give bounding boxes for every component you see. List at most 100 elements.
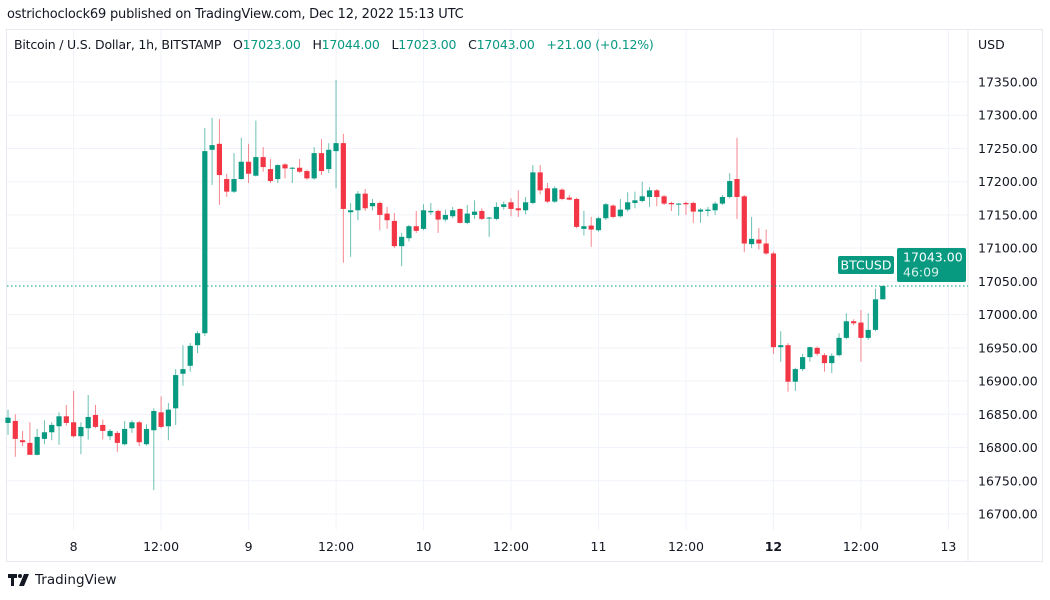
candle-body-down[interactable] — [683, 202, 689, 205]
candle-body-down[interactable] — [63, 416, 69, 423]
candle-body-down[interactable] — [821, 355, 828, 364]
candle-body-up[interactable] — [238, 161, 244, 180]
candle-body-down[interactable] — [770, 253, 777, 348]
candle-body-down[interactable] — [858, 322, 864, 338]
candle-body-up[interactable] — [595, 218, 602, 231]
candle-body-down[interactable] — [27, 442, 33, 455]
candle-body-up[interactable] — [49, 424, 55, 433]
candle-body-up[interactable] — [428, 210, 434, 213]
candle-body-down[interactable] — [19, 440, 26, 443]
candle-body-up[interactable] — [180, 369, 186, 374]
candle-body-up[interactable] — [719, 196, 726, 204]
candle-body-up[interactable] — [501, 204, 507, 207]
candle-body-down[interactable] — [136, 422, 142, 443]
candle-body-up[interactable] — [289, 167, 295, 169]
candle-body-up[interactable] — [705, 209, 711, 211]
candle-body-down[interactable] — [362, 193, 368, 209]
candle-body-down[interactable] — [785, 345, 791, 382]
candle-body-up[interactable] — [727, 181, 733, 197]
candle-body-down[interactable] — [508, 202, 514, 209]
candle-body-up[interactable] — [800, 357, 806, 370]
candle-body-up[interactable] — [194, 333, 201, 346]
candle-body-down[interactable] — [734, 179, 740, 197]
candle-body-up[interactable] — [333, 143, 339, 152]
candle-body-up[interactable] — [646, 190, 653, 197]
candle-body-up[interactable] — [748, 238, 755, 245]
candle-body-up[interactable] — [369, 202, 376, 207]
candle-body-up[interactable] — [712, 203, 718, 211]
candle-body-up[interactable] — [836, 337, 842, 356]
candle-body-up[interactable] — [697, 209, 704, 212]
candle-body-down[interactable] — [413, 226, 419, 231]
candle-body-down[interactable] — [756, 239, 762, 244]
candle-body-down[interactable] — [851, 321, 857, 324]
candle-body-up[interactable] — [843, 321, 849, 338]
candle-body-down[interactable] — [610, 205, 616, 217]
candle-body-up[interactable] — [41, 432, 48, 439]
candle-body-down[interactable] — [763, 243, 769, 254]
candle-body-up[interactable] — [151, 410, 157, 431]
candle-body-up[interactable] — [399, 236, 405, 247]
candle-body-down[interactable] — [216, 143, 223, 176]
candle-body-up[interactable] — [406, 226, 412, 239]
candle-body-down[interactable] — [318, 153, 325, 172]
candle-body-up[interactable] — [129, 422, 135, 429]
candle-body-up[interactable] — [617, 209, 623, 217]
candle-body-up[interactable] — [165, 409, 171, 427]
candle-body-down[interactable] — [588, 225, 594, 230]
candle-body-up[interactable] — [530, 172, 536, 203]
candle-body-down[interactable] — [297, 167, 303, 172]
candle-body-down[interactable] — [377, 202, 383, 215]
candle-body-up[interactable] — [442, 214, 448, 220]
candle-body-down[interactable] — [384, 213, 390, 221]
candle-body-up[interactable] — [829, 355, 835, 364]
candle-body-up[interactable] — [676, 203, 682, 205]
candle-body-up[interactable] — [420, 210, 427, 229]
candle-body-up[interactable] — [85, 416, 91, 429]
candle-body-up[interactable] — [632, 200, 638, 203]
candle-body-down[interactable] — [71, 422, 77, 437]
candle-body-down[interactable] — [245, 161, 252, 174]
candle-body-down[interactable] — [435, 210, 441, 220]
tradingview-brand[interactable]: TradingView — [35, 572, 117, 588]
candle-body-up[interactable] — [581, 226, 587, 229]
candle-body-down[interactable] — [158, 412, 164, 427]
candle-body-up[interactable] — [143, 428, 150, 445]
candle-body-down[interactable] — [668, 202, 674, 205]
candle-body-up[interactable] — [187, 345, 193, 366]
candle-body-down[interactable] — [224, 179, 230, 192]
candle-body-down[interactable] — [304, 171, 310, 179]
candle-body-up[interactable] — [355, 193, 361, 211]
candle-body-down[interactable] — [282, 164, 288, 169]
candle-body-up[interactable] — [552, 188, 558, 202]
candle-body-up[interactable] — [231, 179, 237, 192]
candle-body-down[interactable] — [544, 188, 551, 202]
candle-body-up[interactable] — [778, 345, 784, 348]
candle-body-up[interactable] — [122, 428, 128, 445]
candle-body-up[interactable] — [107, 430, 113, 437]
candle-body-up[interactable] — [865, 329, 871, 338]
currency-label[interactable]: USD — [978, 37, 1005, 52]
candle-body-up[interactable] — [5, 417, 11, 423]
candle-body-up[interactable] — [311, 153, 317, 179]
candle-body-down[interactable] — [690, 202, 696, 212]
candle-body-up[interactable] — [486, 217, 492, 219]
candle-body-down[interactable] — [574, 198, 580, 227]
candle-body-down[interactable] — [654, 190, 660, 197]
candle-body-down[interactable] — [814, 347, 820, 354]
candle-body-down[interactable] — [100, 424, 106, 431]
candle-body-up[interactable] — [872, 299, 879, 330]
candle-body-up[interactable] — [173, 375, 179, 409]
candle-body-down[interactable] — [260, 157, 266, 168]
candle-body-down[interactable] — [661, 196, 667, 204]
candle-body-up[interactable] — [56, 416, 62, 427]
candle-body-down[interactable] — [479, 210, 485, 219]
candle-body-down[interactable] — [515, 208, 521, 211]
candle-body-up[interactable] — [522, 202, 529, 211]
candle-body-up[interactable] — [209, 145, 215, 150]
candle-body-up[interactable] — [253, 157, 259, 176]
candle-body-up[interactable] — [326, 149, 332, 170]
candle-body-up[interactable] — [34, 436, 40, 455]
candle-body-up[interactable] — [471, 211, 478, 215]
